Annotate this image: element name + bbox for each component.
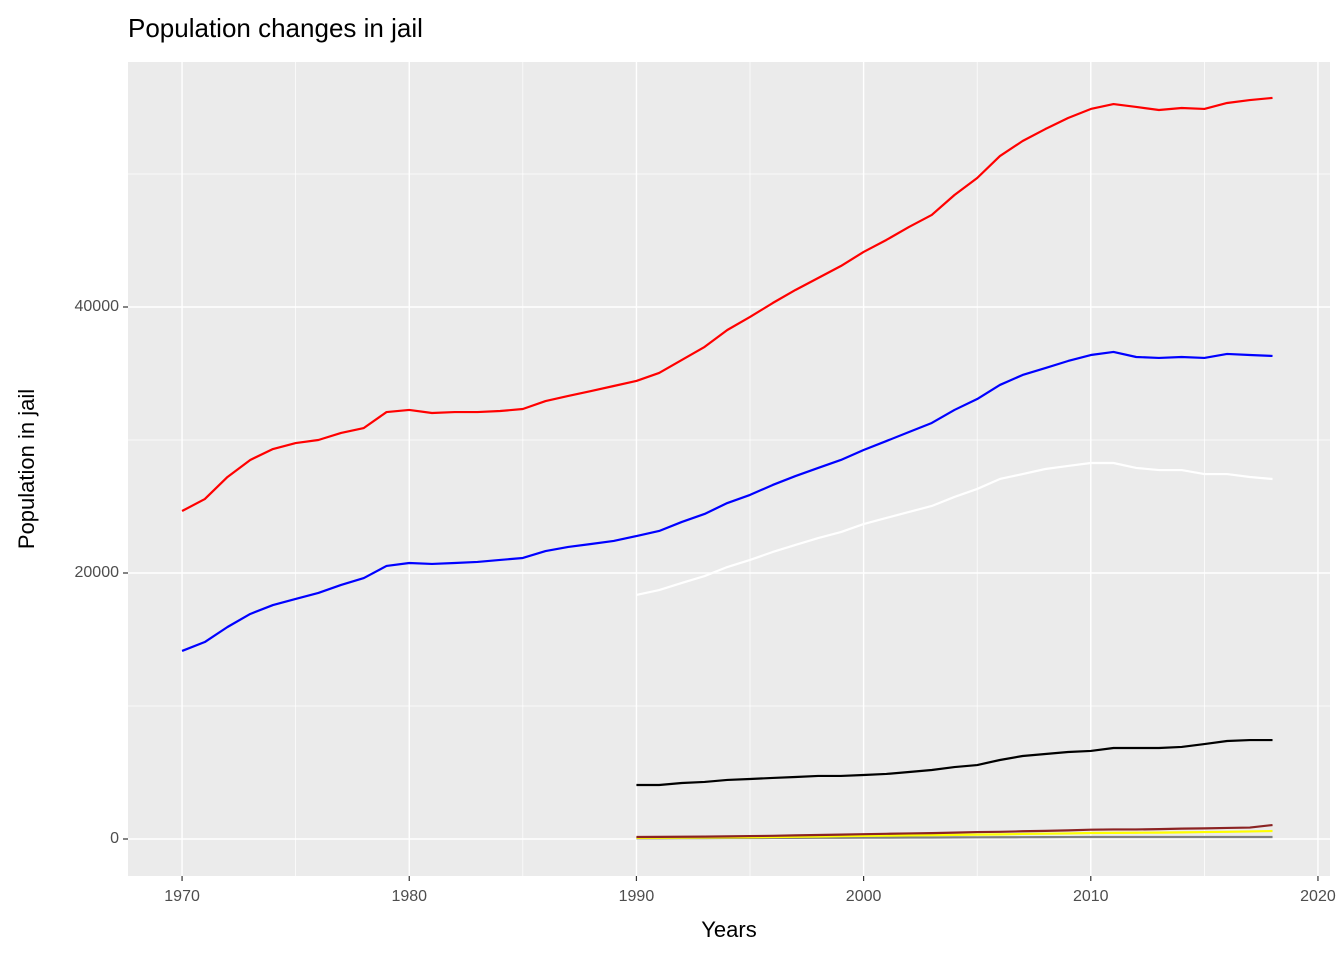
- chart-title: Population changes in jail: [128, 13, 423, 43]
- x-tick-label: 2000: [846, 888, 882, 905]
- x-tick-label: 1990: [619, 888, 655, 905]
- series-line: [636, 738, 1273, 787]
- y-tick-label: 0: [110, 830, 119, 847]
- panel: [128, 62, 1330, 876]
- x-tick-label: 2010: [1073, 888, 1109, 905]
- series-line: [636, 461, 1273, 597]
- x-axis-label: Years: [701, 917, 756, 942]
- series-line: [636, 823, 1273, 839]
- series-line: [181, 350, 1273, 652]
- x-tick-label: 1970: [164, 888, 200, 905]
- y-tick-label: 40000: [75, 298, 120, 315]
- y-axis-label: Population in jail: [14, 389, 39, 549]
- series-line: [636, 829, 1273, 840]
- y-tick-label: 20000: [75, 564, 120, 581]
- x-tick-label: 2020: [1300, 888, 1336, 905]
- series-line: [181, 96, 1273, 512]
- x-tick-label: 1980: [391, 888, 427, 905]
